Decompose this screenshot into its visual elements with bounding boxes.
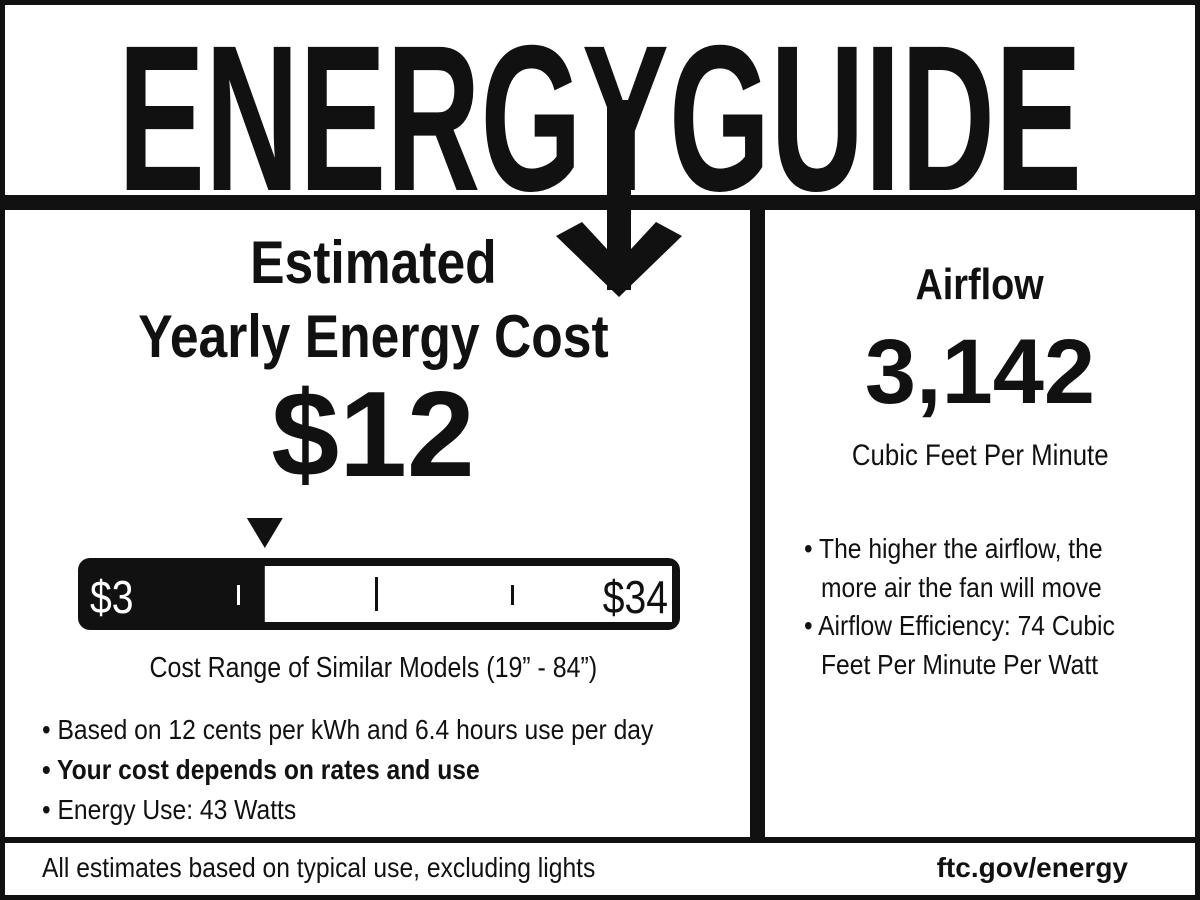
airflow-value: 3,142 xyxy=(864,321,1096,423)
scale-min-label: $3 xyxy=(90,572,133,624)
airflow-bullets: • The higher the airflow, the more air t… xyxy=(804,530,1157,684)
frame-top xyxy=(0,0,1200,5)
airflow-unit: Cubic Feet Per Minute xyxy=(851,439,1109,472)
down-arrow-icon xyxy=(556,222,682,297)
range-caption: Cost Range of Similar Models (19” - 84”) xyxy=(149,652,597,684)
cost-value: $12 xyxy=(271,366,475,502)
airflow-bullet-cont: more air the fan will move xyxy=(821,571,1102,603)
scale-tick xyxy=(511,585,514,605)
cost-bullet: • Your cost depends on rates and use xyxy=(42,754,480,785)
cost-bullets: • Based on 12 cents per kWh and 6.4 hour… xyxy=(42,710,737,830)
energyguide-logo: ENERGYGUIDE xyxy=(118,3,1082,297)
scale-tick xyxy=(375,577,378,611)
airflow-bullet-cont: Feet Per Minute Per Watt xyxy=(821,648,1099,680)
footer-divider xyxy=(0,837,1200,843)
airflow-bullet: • Airflow Efficiency: 74 Cubic xyxy=(804,610,1115,641)
airflow-heading: Airflow xyxy=(915,260,1045,309)
cost-bullet: • Based on 12 cents per kWh and 6.4 hour… xyxy=(42,714,654,745)
logo-title: ENERGYGUIDE xyxy=(118,3,1082,235)
frame-left xyxy=(0,0,5,900)
header-divider xyxy=(0,195,1200,210)
frame-bottom xyxy=(0,895,1200,900)
cost-range-scale: $3 $34 xyxy=(78,518,680,630)
cost-marker-icon xyxy=(246,518,283,548)
cost-heading-1: Estimated xyxy=(249,229,497,296)
scale-max-label: $34 xyxy=(603,572,668,624)
footer-note: All estimates based on typical use, excl… xyxy=(42,852,596,883)
scale-range-fill xyxy=(264,566,672,622)
airflow-bullet: • The higher the airflow, the xyxy=(804,533,1103,564)
column-divider xyxy=(750,210,765,840)
frame-right xyxy=(1195,0,1200,900)
cost-heading-2: Yearly Energy Cost xyxy=(137,303,609,370)
ftc-link[interactable]: ftc.gov/energy xyxy=(936,852,1128,883)
scale-tick xyxy=(237,585,240,605)
cost-bullet: • Energy Use: 43 Watts xyxy=(42,794,297,825)
